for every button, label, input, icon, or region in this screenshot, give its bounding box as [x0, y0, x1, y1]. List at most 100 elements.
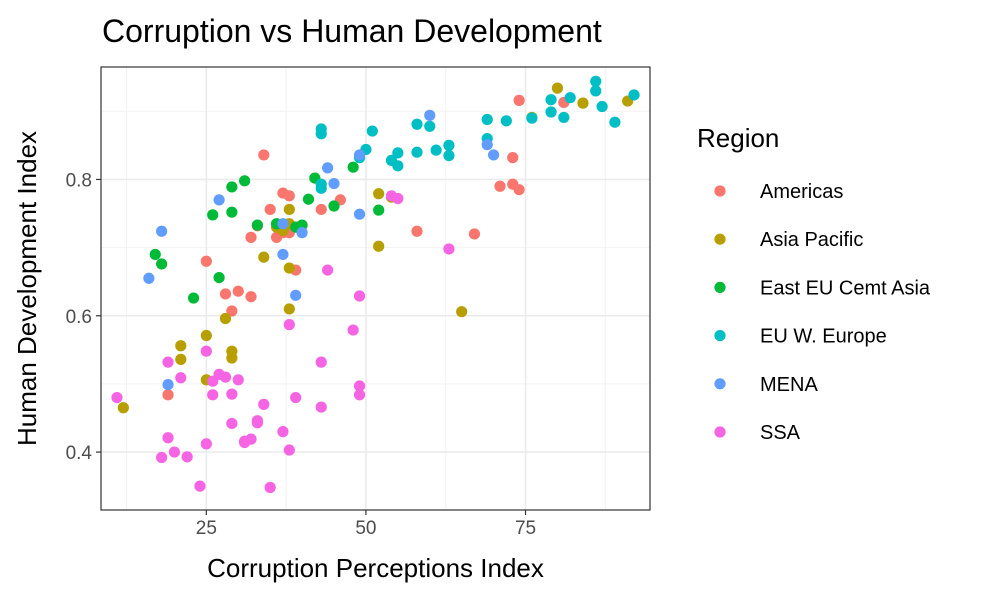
- data-point: [500, 115, 512, 127]
- data-point: [226, 181, 238, 193]
- data-point: [162, 356, 174, 368]
- data-point: [468, 228, 481, 240]
- data-point: [143, 272, 155, 284]
- x-tick-label: 25: [196, 518, 217, 539]
- data-point: [315, 356, 327, 368]
- data-point: [494, 180, 506, 192]
- data-point: [353, 208, 366, 220]
- data-point: [277, 218, 289, 230]
- data-point: [545, 94, 557, 106]
- data-point: [443, 243, 455, 255]
- data-point: [264, 481, 276, 494]
- data-point: [322, 162, 334, 174]
- legend-key: [714, 233, 726, 245]
- data-point: [283, 319, 295, 331]
- legend-key: [714, 426, 726, 438]
- legend-label: East EU Cemt Asia: [760, 277, 931, 299]
- legend-key: [714, 330, 726, 342]
- data-point: [277, 248, 289, 261]
- data-point: [424, 109, 436, 121]
- data-point: [353, 380, 366, 392]
- data-point: [392, 160, 404, 172]
- data-point: [302, 193, 315, 205]
- data-point: [353, 290, 366, 302]
- data-point: [213, 194, 225, 206]
- data-point: [226, 305, 238, 317]
- legend-label: Asia Pacific: [760, 229, 863, 251]
- data-point: [366, 125, 378, 137]
- data-point: [111, 391, 123, 404]
- data-point: [251, 415, 264, 427]
- data-point: [194, 480, 206, 492]
- data-point: [207, 209, 219, 221]
- data-point: [277, 426, 289, 438]
- data-point: [545, 106, 557, 118]
- data-point: [577, 97, 589, 109]
- data-point: [226, 352, 238, 364]
- data-point: [590, 85, 602, 97]
- data-point: [232, 285, 244, 297]
- data-point: [283, 444, 295, 456]
- data-point: [156, 225, 168, 237]
- data-point: [181, 451, 193, 463]
- data-point: [315, 128, 327, 140]
- data-point: [200, 438, 212, 450]
- data-point: [322, 264, 334, 276]
- x-tick-label: 75: [515, 518, 536, 539]
- data-point: [219, 312, 232, 325]
- chart-title: Corruption vs Human Development: [102, 13, 602, 49]
- legend-key: [714, 185, 726, 197]
- data-point: [283, 262, 295, 274]
- data-point: [411, 225, 423, 237]
- data-point: [443, 150, 455, 162]
- data-point: [187, 292, 200, 304]
- data-point: [251, 219, 264, 231]
- data-point: [200, 345, 212, 357]
- data-points: [111, 75, 640, 494]
- data-point: [315, 182, 327, 194]
- data-point: [258, 398, 270, 410]
- data-point: [507, 152, 519, 164]
- y-tick-label: 0.6: [66, 307, 92, 328]
- data-point: [590, 75, 602, 87]
- data-point: [162, 432, 174, 444]
- data-point: [239, 175, 251, 187]
- data-point: [245, 291, 257, 303]
- data-point: [609, 116, 621, 128]
- data-point: [175, 372, 187, 384]
- data-point: [551, 82, 564, 94]
- data-point: [564, 92, 576, 104]
- data-point: [245, 433, 257, 445]
- data-point: [558, 111, 570, 124]
- data-point: [175, 353, 187, 365]
- data-point: [596, 100, 608, 113]
- data-point: [245, 231, 257, 243]
- data-point: [156, 451, 168, 464]
- data-point: [487, 149, 500, 161]
- y-tick-label: 0.8: [66, 170, 92, 191]
- y-tick-label: 0.4: [66, 443, 93, 464]
- legend-label: Americas: [760, 181, 843, 203]
- data-point: [513, 94, 525, 106]
- y-axis-title: Human Development Index: [12, 131, 42, 446]
- x-axis-title: Corruption Perceptions Index: [207, 553, 544, 583]
- data-point: [353, 149, 366, 161]
- data-point: [162, 389, 174, 401]
- axes: 25 50 75 0.4 0.6 0.8: [66, 170, 537, 539]
- series-mena: [143, 109, 500, 391]
- data-point: [232, 374, 244, 386]
- data-point: [315, 203, 327, 216]
- data-point: [481, 113, 493, 126]
- series-ssa: [111, 190, 455, 494]
- legend-key: [714, 281, 726, 293]
- plot-panel-border: [100, 66, 651, 511]
- data-point: [117, 402, 129, 414]
- data-point: [296, 227, 308, 239]
- data-point: [219, 371, 232, 383]
- data-point: [200, 255, 212, 267]
- data-point: [392, 147, 404, 159]
- data-point: [258, 251, 270, 263]
- data-point: [373, 204, 385, 216]
- data-point: [264, 203, 276, 216]
